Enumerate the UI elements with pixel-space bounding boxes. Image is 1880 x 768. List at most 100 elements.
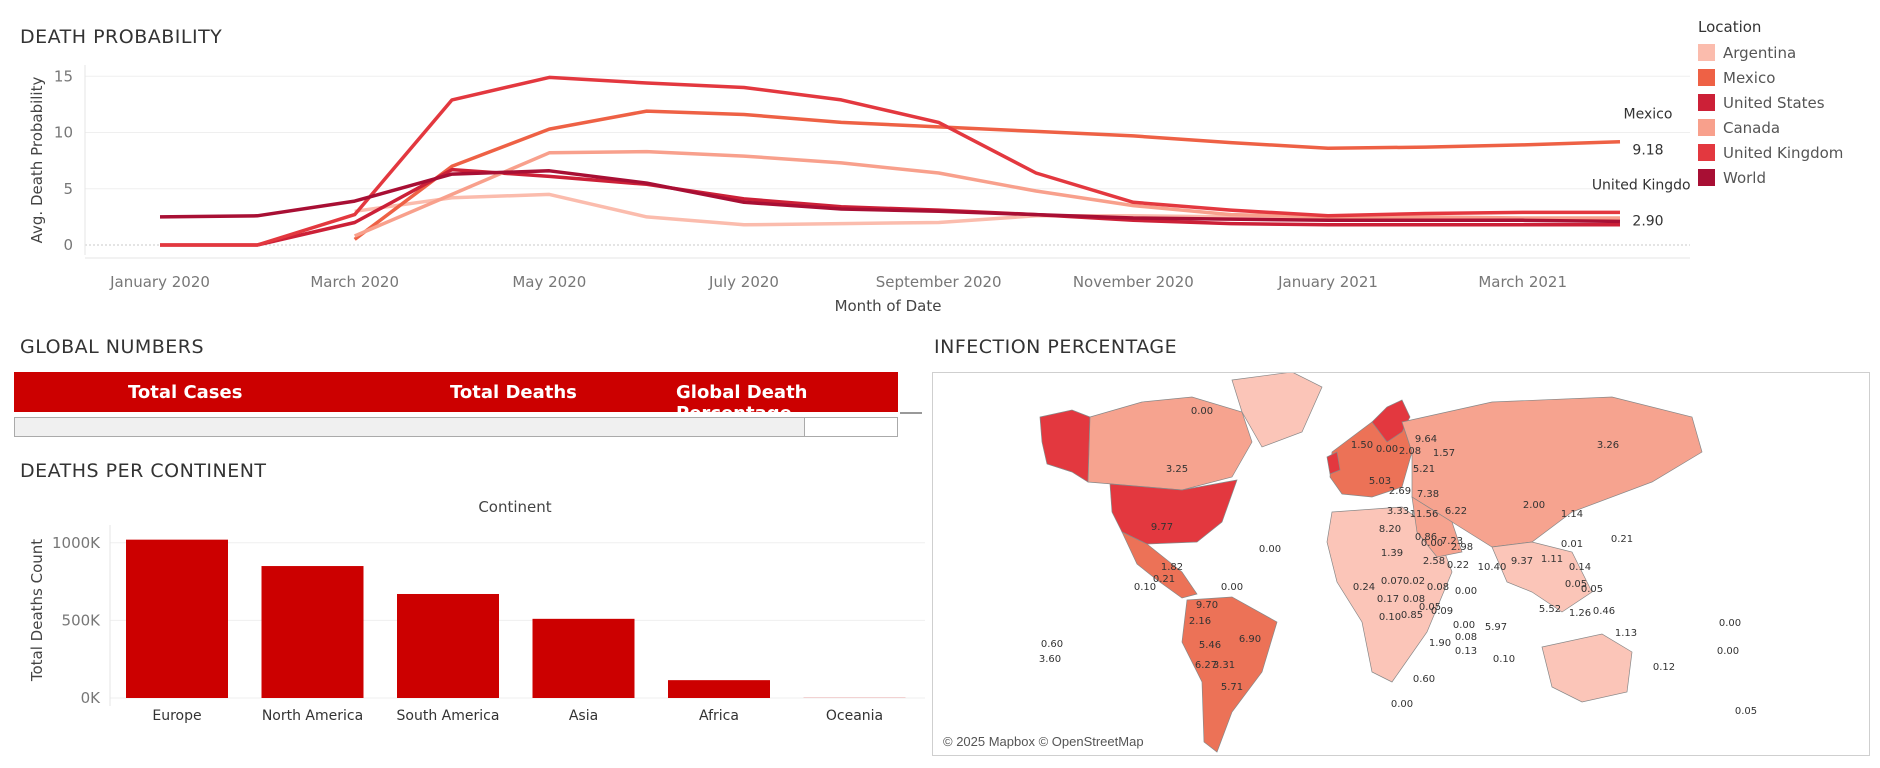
x-tick-label: July 2020 [708,273,779,291]
legend-item[interactable]: World [1698,165,1878,190]
y-axis-title: Avg. Death Probability [28,77,46,244]
deaths-per-continent-bar-chart[interactable]: Continent 0K 500K 1000K Total Deaths Count Eu… [0,495,925,735]
map-value-label: 7.23 [1441,536,1463,547]
map-region-united-states [1109,479,1238,545]
map-value-label: 1.14 [1561,509,1583,520]
map-value-label: 1.57 [1433,448,1455,459]
map-value-label: 1.39 [1381,548,1403,559]
bar-europe[interactable] [126,539,228,698]
legend-label: United Kingdom [1723,143,1844,162]
legend-label: Argentina [1723,43,1797,62]
map-value-label: 0.13 [1455,646,1477,657]
y-tick-label: 0K [81,689,102,707]
map-value-label: 0.24 [1353,582,1375,593]
map-value-label: 0.00 [1221,582,1243,593]
map-value-label: 2.69 [1389,486,1411,497]
map-value-label: 10.40 [1478,562,1507,573]
map-value-label: 0.12 [1653,662,1675,673]
map-value-label: 3.31 [1213,660,1235,671]
map-value-label: 5.03 [1369,476,1391,487]
map-value-label: 0.46 [1593,606,1615,617]
map-value-label: 0.05 [1419,602,1441,613]
death-probability-title: DEATH PROBABILITY [20,26,223,48]
map-value-label: 5.52 [1539,604,1561,615]
map-value-label: 0.00 [1391,699,1413,710]
map-value-label: 0.08 [1403,594,1425,605]
map-value-label: 1.50 [1351,440,1373,451]
series-line-canada[interactable] [354,149,1620,238]
map-value-label: 9.64 [1415,434,1437,445]
map-value-label: 5.71 [1221,682,1243,693]
bar-south-america[interactable] [397,593,499,698]
annotation-value: 2.90 [1632,213,1663,229]
annotation-label: Mexico [1624,107,1673,123]
map-value-label: 0.85 [1401,610,1423,621]
map-value-label: 6.90 [1239,634,1261,645]
map-region-india-se-asia [1491,541,1593,613]
global-numbers-title: GLOBAL NUMBERS [20,336,205,358]
series-line-united-states[interactable] [160,167,1620,247]
legend-swatch [1698,94,1715,111]
total-cases-header[interactable]: Total Cases [128,382,243,403]
location-legend: Location Argentina Mexico United States Can… [1698,18,1878,190]
table-scrollbar[interactable] [900,412,922,414]
map-value-label: 0.05 [1581,584,1603,595]
legend-item[interactable]: United Kingdom [1698,140,1878,165]
map-value-label: 2.08 [1399,446,1421,457]
annotation-label: United Kingdom [1592,177,1690,193]
global-numbers-row[interactable] [14,417,898,437]
series-line-mexico[interactable] [353,109,1621,241]
map-value-label: 0.22 [1447,560,1469,571]
map-value-label: 3.33 [1387,506,1409,517]
legend-swatch [1698,119,1715,136]
legend-swatch [1698,69,1715,86]
legend-item[interactable]: Canada [1698,115,1878,140]
map-value-label: 0.01 [1561,539,1583,550]
map-value-label: 6.27 [1195,660,1217,671]
legend-item[interactable]: United States [1698,90,1878,115]
map-value-label: 5.21 [1413,464,1435,475]
bar-africa[interactable] [668,680,770,698]
map-value-label: 0.00 [1717,646,1739,657]
legend-item[interactable]: Mexico [1698,65,1878,90]
map-value-label: 2.16 [1189,616,1211,627]
map-value-label: 3.25 [1166,464,1188,475]
x-tick-label: May 2020 [512,273,586,291]
map-attribution[interactable]: © 2025 Mapbox © OpenStreetMap [940,734,1147,749]
map-value-label: 0.60 [1413,674,1435,685]
death-probability-line-chart[interactable]: 0 5 10 15 January 2020 March 2020 May 2020 July… [0,55,1690,325]
map-value-label: 5.97 [1485,622,1507,633]
series-line-united-kingdom[interactable] [160,75,1620,247]
map-value-label: 0.21 [1611,534,1633,545]
map-value-label: 1.13 [1615,628,1637,639]
map-region-scandinavia [1371,399,1411,443]
deaths-per-continent-title: DEATHS PER CONTINENT [20,460,267,482]
x-tick-label: South America [397,708,500,724]
legend-label: Canada [1723,118,1781,137]
map-value-label: 0.10 [1134,582,1156,593]
bar-north-america[interactable] [261,566,364,698]
annotation-value: 9.18 [1632,143,1663,159]
map-value-label: 1.82 [1161,562,1183,573]
bar-asia[interactable] [532,618,635,698]
x-tick-label: Oceania [826,708,883,724]
x-tick-label: September 2020 [876,273,1002,291]
legend-label: United States [1723,93,1825,112]
map-value-label: 7.38 [1417,489,1439,500]
map-value-label: 8.20 [1379,524,1401,535]
y-tick-label: 10 [54,124,73,142]
map-value-label: 9.70 [1196,600,1218,611]
legend-item[interactable]: Argentina [1698,40,1878,65]
map-value-label: 1.26 [1569,608,1591,619]
map-value-label: 0.10 [1379,612,1401,623]
x-tick-label: North America [262,708,363,724]
global-numbers-cell[interactable] [804,418,897,436]
series-line-world[interactable] [159,169,1621,224]
map-value-label: 0.02 [1403,576,1425,587]
infection-percentage-map[interactable]: 0.003.259.770.001.820.100.210.009.702.16… [932,372,1870,756]
legend-swatch [1698,144,1715,161]
y-tick-label: 1000K [52,534,101,552]
map-value-label: 9.77 [1151,522,1173,533]
total-deaths-header[interactable]: Total Deaths [450,382,577,403]
map-value-label: 0.86 [1415,532,1437,543]
